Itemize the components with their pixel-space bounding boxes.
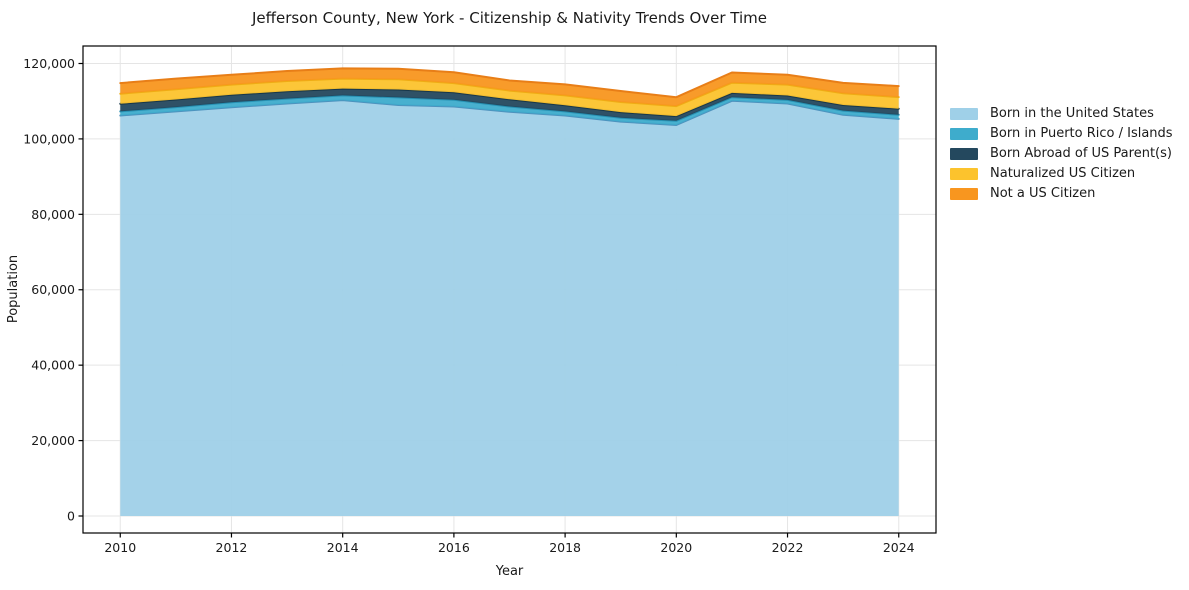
area-band-1 bbox=[120, 95, 899, 125]
area-band-edge-4 bbox=[119, 67, 900, 99]
y-tick-label: 40,000 bbox=[31, 358, 75, 373]
legend: Born in the United States Born in Puerto… bbox=[950, 106, 1173, 201]
legend-swatch-puerto-rico bbox=[950, 127, 978, 140]
y-tick-label: 0 bbox=[67, 509, 75, 524]
area-band-4 bbox=[120, 68, 899, 107]
legend-label: Naturalized US Citizen bbox=[990, 166, 1136, 181]
x-tick-label: 2010 bbox=[104, 540, 136, 555]
area-band-3 bbox=[120, 78, 899, 117]
legend-item-naturalized: Naturalized US Citizen bbox=[950, 166, 1173, 181]
legend-label: Born Abroad of US Parent(s) bbox=[990, 146, 1172, 161]
x-axis-label: Year bbox=[495, 564, 524, 579]
legend-label: Born in Puerto Rico / Islands bbox=[990, 126, 1173, 141]
x-tick-label: 2016 bbox=[438, 540, 470, 555]
area-band-0 bbox=[120, 100, 899, 516]
legend-item-born-abroad: Born Abroad of US Parent(s) bbox=[950, 146, 1173, 161]
legend-swatch-born-in-us bbox=[950, 107, 978, 120]
legend-item-born-in-us: Born in the United States bbox=[950, 106, 1173, 121]
y-tick-label: 20,000 bbox=[31, 433, 75, 448]
legend-swatch-not-citizen bbox=[950, 187, 978, 200]
x-tick-label: 2022 bbox=[772, 540, 804, 555]
y-tick-label: 60,000 bbox=[31, 282, 75, 297]
x-tick-label: 2018 bbox=[549, 540, 581, 555]
legend-swatch-naturalized bbox=[950, 167, 978, 180]
x-tick-label: 2012 bbox=[216, 540, 248, 555]
legend-swatch-born-abroad bbox=[950, 147, 978, 160]
legend-item-not-citizen: Not a US Citizen bbox=[950, 186, 1173, 201]
y-tick-label: 120,000 bbox=[23, 56, 75, 71]
x-tick-label: 2014 bbox=[327, 540, 359, 555]
x-tick-label: 2024 bbox=[883, 540, 915, 555]
area-band-2 bbox=[120, 88, 899, 121]
legend-label: Born in the United States bbox=[990, 106, 1154, 121]
legend-item-puerto-rico: Born in Puerto Rico / Islands bbox=[950, 126, 1173, 141]
y-tick-label: 100,000 bbox=[23, 131, 75, 146]
legend-label: Not a US Citizen bbox=[990, 186, 1096, 201]
y-tick-label: 80,000 bbox=[31, 207, 75, 222]
x-tick-label: 2020 bbox=[660, 540, 692, 555]
chart-title: Jefferson County, New York - Citizenship… bbox=[251, 9, 767, 27]
y-axis-label: Population bbox=[6, 254, 21, 324]
